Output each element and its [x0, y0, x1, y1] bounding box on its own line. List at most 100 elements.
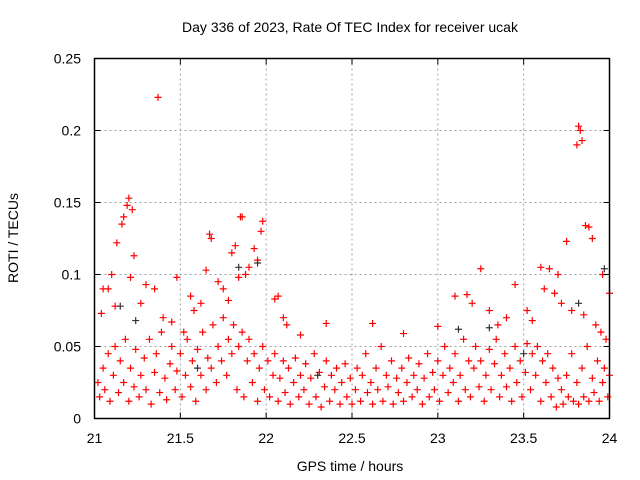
data-point-red: [580, 311, 588, 319]
data-point-red: [405, 354, 413, 362]
data-points: [94, 93, 613, 411]
data-point-red: [264, 357, 272, 365]
x-tick-label: 22.5: [338, 430, 365, 446]
data-point-red: [434, 357, 442, 365]
data-point-red: [248, 379, 256, 386]
data-point-red: [135, 393, 143, 401]
data-point-red: [424, 350, 432, 358]
data-point-red: [563, 371, 571, 379]
data-point-red: [545, 265, 553, 273]
data-point-red: [266, 393, 274, 401]
data-point-red: [115, 389, 123, 397]
data-point-red: [118, 220, 126, 228]
data-point-red: [466, 393, 474, 401]
data-point-red: [321, 383, 329, 391]
chart-title: Day 336 of 2023, Rate Of TEC Index for r…: [182, 19, 519, 35]
data-point-red: [202, 386, 210, 394]
data-point-red: [326, 397, 334, 405]
data-point-red: [284, 364, 292, 372]
data-point-red: [219, 314, 227, 322]
data-point-red: [96, 393, 104, 401]
data-point-red: [181, 371, 189, 379]
data-point-red: [231, 242, 239, 250]
data-point-red: [302, 360, 310, 368]
data-point-red: [279, 357, 287, 365]
data-point-red: [171, 386, 179, 394]
data-point-red: [393, 374, 401, 382]
data-point-red: [255, 364, 263, 372]
data-point-red: [415, 360, 423, 368]
data-point-red: [125, 397, 133, 405]
data-point-red: [228, 249, 236, 257]
data-point-red: [233, 386, 241, 394]
y-tick-label: 0.15: [54, 195, 81, 211]
data-point-red: [468, 299, 476, 307]
data-point-red: [410, 371, 418, 379]
data-point-red: [465, 357, 473, 365]
data-point-red: [197, 299, 205, 307]
data-point-red: [511, 281, 519, 289]
data-point-red: [281, 389, 289, 397]
data-point-red: [111, 343, 119, 350]
data-point-red: [358, 371, 366, 379]
data-point-red: [178, 393, 186, 401]
data-point-red: [180, 328, 188, 336]
data-point-red: [152, 350, 160, 358]
data-point-red: [235, 273, 243, 281]
data-point-red: [346, 374, 354, 382]
data-point-red: [439, 371, 447, 379]
data-point-red: [120, 213, 128, 221]
data-point-red: [224, 335, 232, 343]
data-point-red: [94, 379, 102, 386]
data-point-black: [575, 299, 583, 307]
data-point-red: [194, 345, 201, 353]
data-point-red: [276, 374, 284, 382]
data-point-red: [187, 292, 195, 300]
data-point-black: [235, 263, 243, 271]
data-point-red: [206, 230, 214, 238]
data-point-red: [104, 285, 112, 293]
data-point-red: [279, 314, 287, 322]
data-point-black: [520, 350, 528, 358]
data-point-red: [161, 374, 169, 382]
data-point-black: [132, 317, 140, 325]
x-axis-label: GPS time / hours: [297, 458, 404, 474]
data-point-red: [552, 403, 560, 411]
data-point-red: [540, 285, 548, 293]
data-point-red: [238, 328, 246, 336]
data-point-red: [569, 397, 577, 405]
data-point-red: [374, 386, 382, 394]
data-point-red: [116, 357, 124, 365]
data-point-red: [501, 350, 509, 358]
data-point-red: [235, 343, 243, 350]
data-point-red: [503, 383, 510, 391]
data-point-red: [176, 350, 184, 358]
data-point-red: [367, 379, 375, 386]
data-point-red: [420, 374, 428, 382]
data-point-red: [557, 386, 565, 394]
data-point-red: [142, 386, 150, 394]
data-point-red: [436, 397, 444, 405]
data-point-red: [389, 400, 397, 408]
data-point-red: [456, 371, 464, 379]
x-tick-label: 21.5: [167, 430, 194, 446]
data-point-red: [224, 296, 232, 304]
data-point-red: [377, 343, 385, 350]
data-point-red: [130, 252, 138, 260]
data-point-red: [537, 263, 545, 271]
data-point-red: [542, 379, 550, 386]
data-point-red: [454, 397, 462, 405]
data-point-red: [470, 364, 478, 372]
data-point-red: [104, 350, 112, 358]
data-point-red: [539, 357, 547, 365]
data-point-red: [322, 357, 330, 365]
data-point-red: [508, 397, 516, 405]
data-point-red: [157, 328, 165, 336]
data-point-red: [564, 393, 572, 401]
data-point-red: [140, 354, 148, 362]
data-point-red: [557, 299, 565, 307]
data-point-red: [223, 371, 231, 379]
data-point-red: [106, 397, 114, 405]
data-point-red: [523, 307, 531, 314]
data-point-red: [585, 223, 593, 231]
